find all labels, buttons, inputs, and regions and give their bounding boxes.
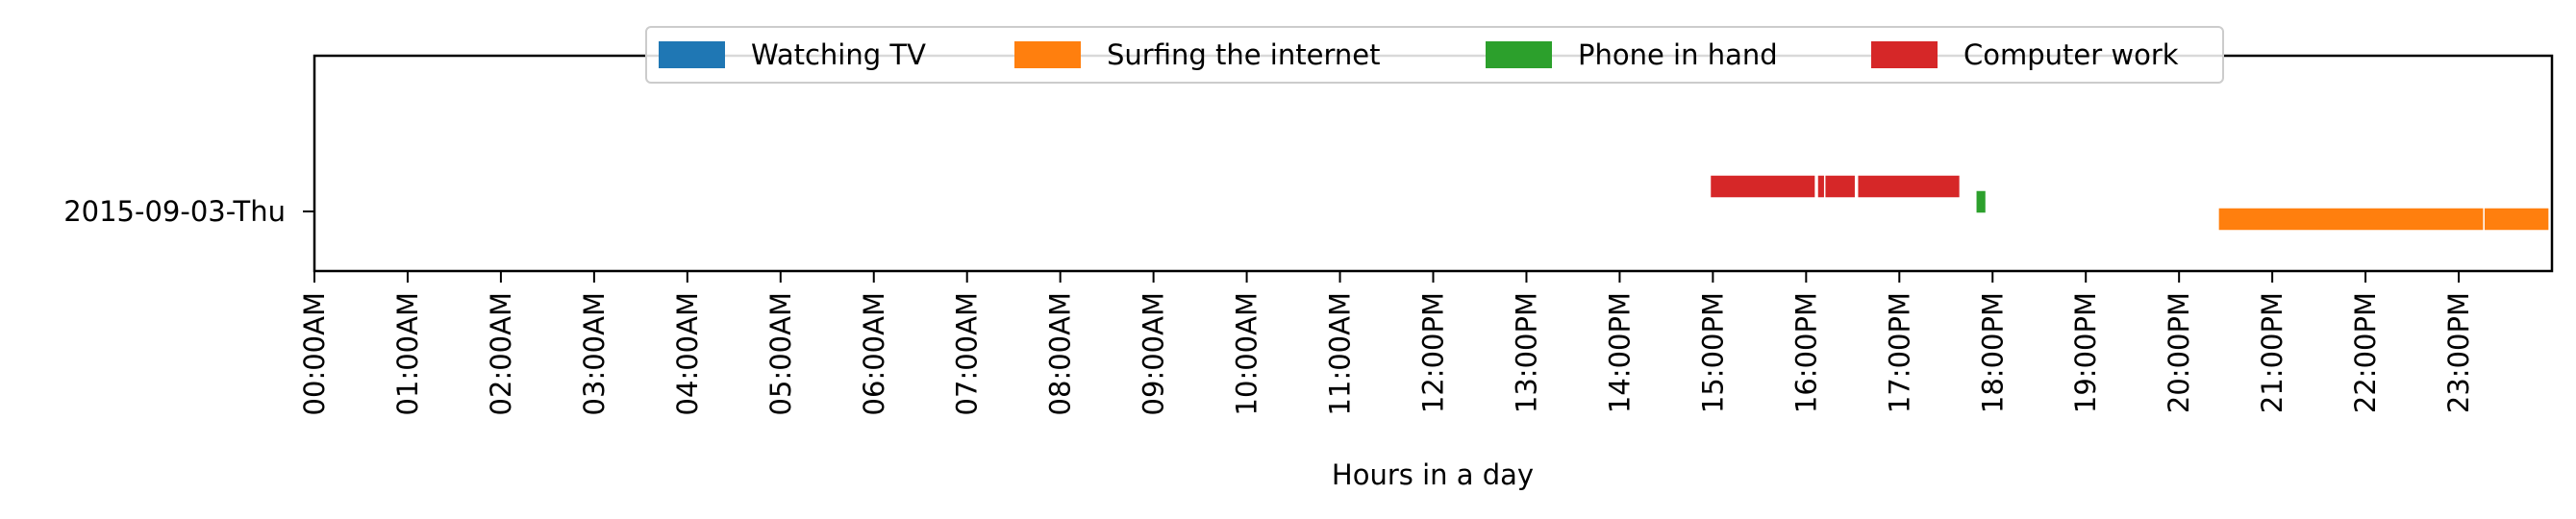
x-tick-label: 02:00AM bbox=[485, 292, 517, 415]
x-tick-label: 03:00AM bbox=[578, 292, 611, 415]
legend-label-computer-work: Computer work bbox=[1963, 38, 2179, 71]
x-tick-label: 04:00AM bbox=[671, 292, 704, 415]
x-tick-label: 14:00PM bbox=[1603, 292, 1636, 413]
x-tick-label: 07:00AM bbox=[951, 292, 984, 415]
legend-swatch-computer-work bbox=[1871, 41, 1938, 68]
legend-swatch-watching-tv bbox=[659, 41, 725, 68]
legend-label-phone-in-hand: Phone in hand bbox=[1578, 38, 1778, 71]
y-axis: 2015-09-03-Thu bbox=[63, 195, 314, 228]
legend-label-watching-tv: Watching TV bbox=[751, 38, 926, 71]
x-tick-label: 16:00PM bbox=[1789, 292, 1822, 413]
surfing-the-internet-bar-0 bbox=[2217, 207, 2485, 232]
computer-work-bar-0 bbox=[1709, 174, 1816, 199]
x-tick-label: 01:00AM bbox=[391, 292, 424, 415]
phone-in-hand-bar-0 bbox=[1975, 189, 1988, 214]
x-tick-label: 22:00PM bbox=[2349, 292, 2382, 413]
x-tick-label: 11:00AM bbox=[1324, 292, 1357, 415]
x-tick-label: 00:00AM bbox=[298, 292, 331, 415]
x-axis: 00:00AM 01:00AM 02:00AM 03:00AM 04:00AM 05:00… bbox=[298, 271, 2475, 415]
legend-frame bbox=[645, 26, 2224, 84]
x-tick-label: 17:00PM bbox=[1883, 292, 1915, 413]
computer-work-bar-2 bbox=[1823, 174, 1857, 199]
x-tick-label: 08:00AM bbox=[1044, 292, 1077, 415]
x-tick-label: 20:00PM bbox=[2163, 292, 2195, 413]
x-tick-label: 18:00PM bbox=[1976, 292, 2009, 413]
plot-frame bbox=[313, 54, 2554, 273]
legend-swatch-phone-in-hand bbox=[1486, 41, 1552, 68]
computer-work-bar-3 bbox=[1856, 174, 1962, 199]
x-tick-label: 13:00PM bbox=[1510, 292, 1542, 413]
activity-bars bbox=[1709, 174, 2550, 232]
x-tick-label: 21:00PM bbox=[2256, 292, 2288, 413]
y-tick-label: 2015-09-03-Thu bbox=[63, 195, 286, 228]
x-tick-label: 23:00PM bbox=[2442, 292, 2475, 413]
legend: Watching TV Surfing the internet Phone in … bbox=[645, 26, 2224, 84]
x-tick-label: 19:00PM bbox=[2069, 292, 2102, 413]
x-tick-label: 10:00AM bbox=[1231, 292, 1263, 415]
x-tick-label: 12:00PM bbox=[1417, 292, 1450, 413]
x-axis-title: Hours in a day bbox=[1332, 458, 1534, 491]
surfing-the-internet-bar-1 bbox=[2483, 207, 2550, 232]
x-tick-label: 05:00AM bbox=[764, 292, 797, 415]
x-tick-label: 15:00PM bbox=[1696, 292, 1729, 413]
legend-swatch-surfing-the-internet bbox=[1014, 41, 1081, 68]
x-tick-label: 06:00AM bbox=[858, 292, 890, 415]
x-tick-label: 09:00AM bbox=[1138, 292, 1170, 415]
legend-label-surfing-the-internet: Surfing the internet bbox=[1107, 38, 1380, 71]
